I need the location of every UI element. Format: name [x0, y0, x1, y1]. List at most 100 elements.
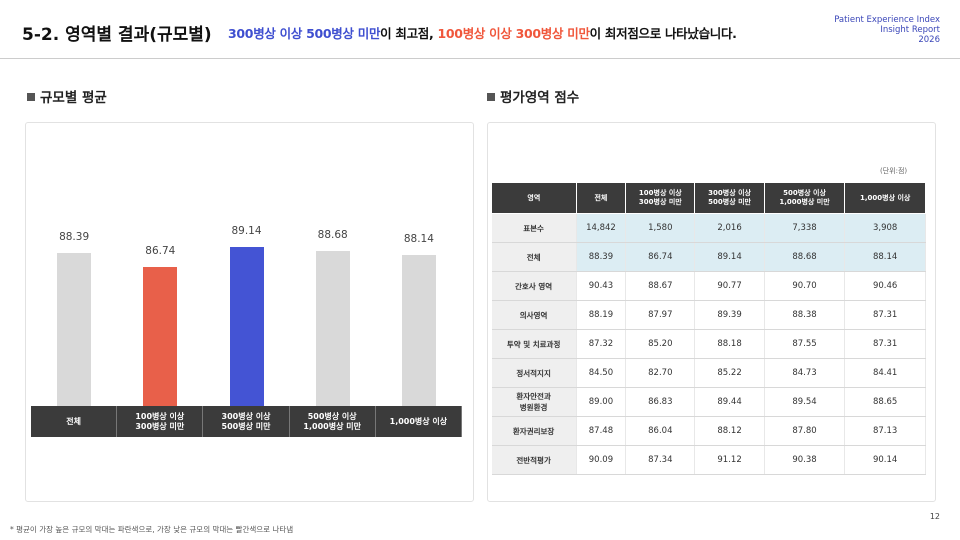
- table-row: 표본수 14,842 1,580 2,016 7,338 3,908: [491, 213, 926, 243]
- table-cell: 91.12: [694, 445, 765, 475]
- bar: [401, 255, 436, 406]
- table-cell: 90.46: [844, 271, 926, 301]
- row-label: 환자권리보장: [491, 416, 577, 446]
- table-row: 의사영역 88.19 87.97 89.39 88.38 87.31: [491, 300, 926, 330]
- value-label: 88.68: [317, 228, 348, 241]
- header-row: 영역 전체 100병상 이상 300병상 미만 300병상 이상 500병상 미만 50…: [491, 182, 926, 214]
- table-cell: 87.48: [576, 416, 627, 446]
- category-label: 100병상 이상 300병상 미만: [117, 406, 204, 437]
- table-cell: 87.97: [625, 300, 696, 330]
- bar: [229, 246, 264, 406]
- table-cell: 90.70: [764, 271, 846, 301]
- table-cell: 2,016: [694, 213, 765, 243]
- column-header: 300병상 이상 500병상 미만: [694, 182, 765, 214]
- column-header: 500병상 이상 1,000병상 미만: [763, 182, 846, 214]
- subtitle-segment: 이 최고점,: [380, 26, 438, 41]
- brand-line: 2026: [918, 35, 940, 45]
- table-cell: 88.18: [694, 329, 765, 359]
- table-cell: 87.32: [576, 329, 627, 359]
- unit-label: (단위:점): [880, 167, 908, 175]
- table-cell: 89.14: [694, 242, 765, 272]
- column-header: 100병상 이상 300병상 미만: [625, 182, 696, 214]
- row-label: 정서적지지: [491, 358, 577, 388]
- table-cell: 89.39: [694, 300, 765, 330]
- slide-subtitle: 300병상 이상 500병상 미만이 최고점, 100병상 이상 300병상 미…: [228, 23, 737, 42]
- table-cell: 3,908: [844, 213, 926, 243]
- table-cell: 84.41: [844, 358, 926, 388]
- table-cell: 90.09: [576, 445, 627, 475]
- category-label: 500병상 이상 1,000병상 미만: [290, 406, 376, 437]
- table-row: 정서적지지 84.50 82.70 85.22 84.73 84.41: [491, 358, 926, 388]
- table-row: 전체 88.39 86.74 89.14 88.68 88.14: [491, 242, 926, 272]
- table-row: 전반적평가 90.09 87.34 91.12 90.38 90.14: [491, 445, 926, 475]
- table-cell: 87.34: [625, 445, 696, 475]
- section-title: 평가영역 점수: [487, 86, 579, 106]
- value-label: 86.74: [145, 244, 176, 257]
- score-table: 영역 전체 100병상 이상 300병상 미만 300병상 이상 500병상 미만 50…: [491, 182, 926, 475]
- table-cell: 88.39: [576, 242, 627, 272]
- row-label: 전체: [491, 242, 577, 272]
- category-label: 1,000병상 이상: [376, 406, 462, 437]
- table-cell: 87.80: [764, 416, 846, 446]
- category-label: 전체: [31, 406, 118, 437]
- table-cell: 86.83: [625, 387, 696, 417]
- brand-line: Patient Experience Index: [834, 15, 940, 25]
- table-row: 환자안전과 병원환경 89.00 86.83 89.44 89.54 88.65: [491, 387, 926, 417]
- table-cell: 86.04: [625, 416, 696, 446]
- table-row: 환자권리보장 87.48 86.04 88.12 87.80 87.13: [491, 416, 926, 446]
- value-label: 88.39: [59, 230, 90, 243]
- table-cell: 90.43: [576, 271, 627, 301]
- table-row: 간호사 영역 90.43 88.67 90.77 90.70 90.46: [491, 271, 926, 301]
- table-cell: 90.77: [694, 271, 765, 301]
- table-cell: 87.31: [844, 300, 926, 330]
- row-label: 표본수: [491, 213, 577, 243]
- table-cell: 87.31: [844, 329, 926, 359]
- table-cell: 85.20: [625, 329, 696, 359]
- subtitle-segment: 이 최저점으로 나타났습니다.: [589, 26, 737, 41]
- column-header: 영역: [491, 182, 577, 214]
- table-cell: 89.54: [764, 387, 846, 417]
- table-cell: 88.12: [694, 416, 765, 446]
- bar: [143, 266, 178, 406]
- subtitle-segment: 300병상 이상 500병상 미만: [228, 26, 381, 41]
- table-cell: 87.13: [844, 416, 926, 446]
- bar: [315, 250, 350, 406]
- table-cell: 14,842: [576, 213, 627, 243]
- table-cell: 84.50: [576, 358, 627, 388]
- column-header: 전체: [575, 182, 627, 214]
- category-label: 300병상 이상 500병상 미만: [203, 406, 290, 437]
- row-label: 의사영역: [491, 300, 577, 330]
- slide-title: 5-2. 영역별 결과(규모별): [22, 25, 212, 45]
- table-cell: 88.68: [764, 242, 846, 272]
- table-cell: 1,580: [625, 213, 696, 243]
- table-cell: 84.73: [764, 358, 846, 388]
- section-title: 규모별 평균: [27, 86, 107, 106]
- table-cell: 88.19: [576, 300, 627, 330]
- subtitle-segment: 100병상 이상 300병상 미만: [437, 26, 590, 41]
- column-header: 1,000병상 이상: [844, 182, 926, 214]
- row-label: 투약 및 치료과정: [491, 329, 577, 359]
- table-cell: 89.44: [694, 387, 765, 417]
- bar: [57, 252, 92, 406]
- table-cell: 90.14: [844, 445, 926, 475]
- value-label: 88.14: [403, 233, 434, 246]
- table-cell: 85.22: [694, 358, 765, 388]
- table-row: 투약 및 치료과정 87.32 85.20 88.18 87.55 87.31: [491, 329, 926, 359]
- table-cell: 88.65: [844, 387, 926, 417]
- value-label: 89.14: [231, 224, 262, 237]
- table-cell: 82.70: [625, 358, 696, 388]
- category-bar: 전체 100병상 이상 300병상 미만 300병상 이상 500병상 미만 500병…: [31, 406, 462, 437]
- divider: [0, 58, 960, 59]
- table-cell: 90.38: [764, 445, 846, 475]
- page-number: 12: [929, 512, 940, 521]
- row-label: 전반적평가: [491, 445, 577, 475]
- table-cell: 7,338: [764, 213, 846, 243]
- chart-panel: [25, 122, 474, 502]
- row-label: 간호사 영역: [491, 271, 577, 301]
- footnote: * 평균이 가장 높은 규모의 막대는 파란색으로, 가장 낮은 규모의 막대는…: [10, 525, 294, 534]
- table-panel: [487, 122, 936, 502]
- table-cell: 86.74: [625, 242, 696, 272]
- table-cell: 89.00: [576, 387, 627, 417]
